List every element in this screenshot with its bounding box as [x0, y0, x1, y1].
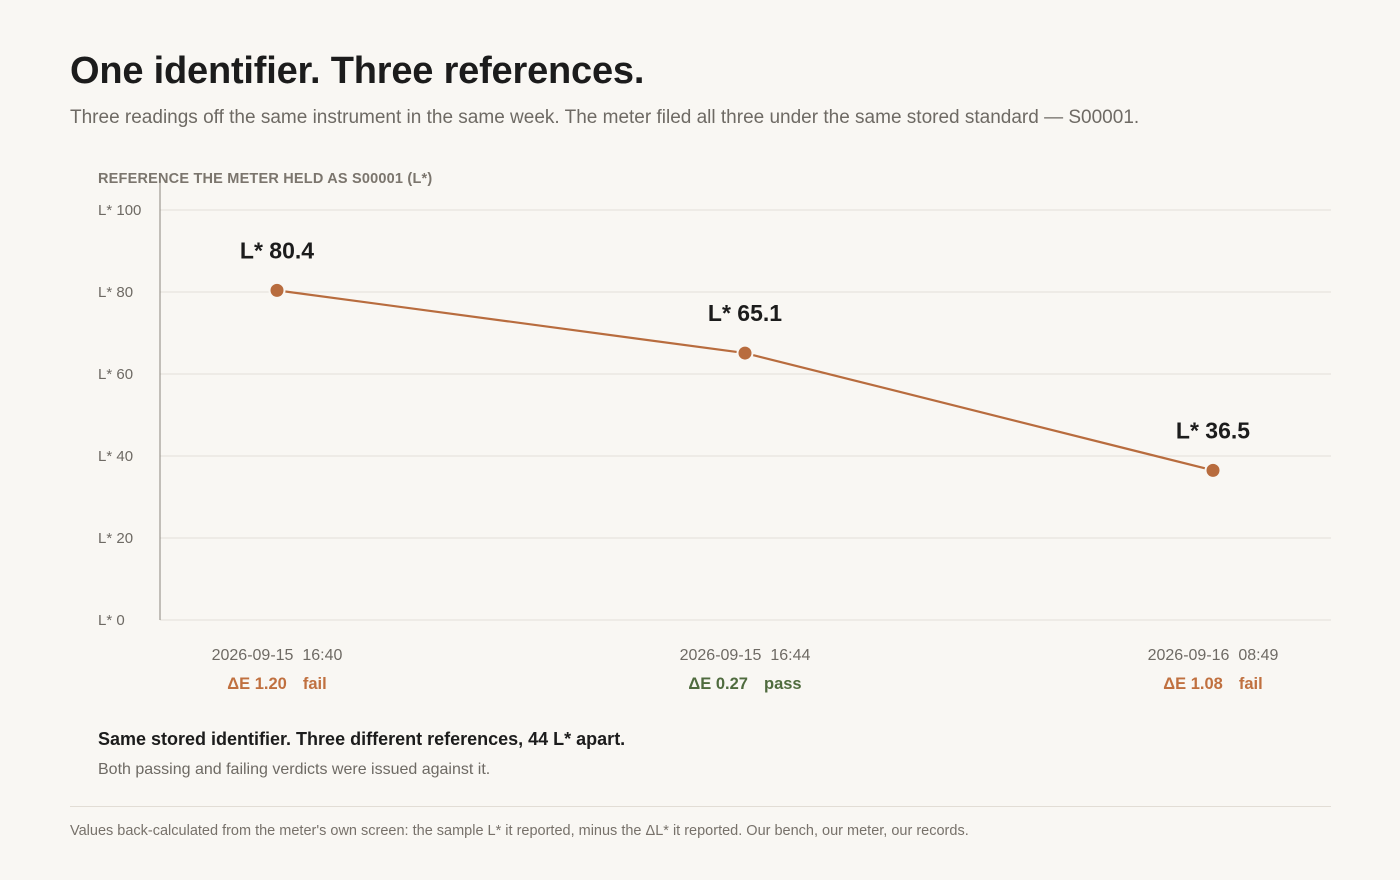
x-tick-label: 2026-09-16 08:49	[1148, 647, 1279, 664]
verdict-text: pass	[764, 675, 802, 693]
data-label: L* 65.1	[708, 300, 782, 326]
y-tick-label: L* 40	[98, 448, 133, 465]
data-label: L* 36.5	[1176, 417, 1250, 443]
x-tick-label: 2026-09-15 16:40	[212, 647, 343, 664]
verdict-label: ΔE 1.20 fail	[227, 675, 326, 693]
line-chart: L* 0L* 20L* 40L* 60L* 80L* 100 L* 80.4L*…	[98, 182, 1331, 693]
y-tick-label: L* 0	[98, 612, 125, 629]
summary-note: Both passing and failing verdicts were i…	[98, 761, 491, 778]
data-point	[268, 281, 286, 299]
data-label: L* 80.4	[240, 237, 314, 263]
y-tick-label: L* 60	[98, 366, 133, 383]
y-tick-label: L* 100	[98, 202, 141, 219]
x-axis-ticks: 2026-09-15 16:40 ΔE 1.20 fail 2026-09-15 16…	[212, 647, 1279, 693]
page-title: One identifier. Three references.	[70, 50, 645, 92]
data-point	[736, 344, 754, 362]
page-subtitle: Three readings off the same instrument i…	[70, 107, 1140, 128]
grid-layer	[160, 209, 1331, 621]
verdict-text: fail	[1239, 675, 1263, 693]
verdict-text: fail	[303, 675, 327, 693]
y-tick-label: L* 80	[98, 284, 133, 301]
data-point	[1204, 461, 1222, 479]
data-labels: L* 80.4 L* 65.1 L* 36.5	[240, 237, 1250, 443]
y-tick-label: L* 20	[98, 530, 133, 547]
delta-e-value: ΔE 1.20	[227, 675, 287, 693]
data-points	[268, 281, 1222, 479]
x-tick-label: 2026-09-15 16:44	[680, 647, 811, 664]
chart-title: REFERENCE THE METER HELD AS S00001 (L*)	[98, 171, 433, 187]
verdict-label: ΔE 0.27 pass	[688, 675, 801, 693]
y-axis-ticks: L* 0 L* 20 L* 40 L* 60 L* 80 L* 100	[98, 202, 141, 629]
summary-headline: Same stored identifier. Three different …	[98, 729, 626, 749]
verdict-label: ΔE 1.08 fail	[1163, 675, 1262, 693]
footnote: Values back-calculated from the meter's …	[70, 823, 969, 839]
delta-e-value: ΔE 1.08	[1163, 675, 1223, 693]
divider	[70, 806, 1331, 807]
delta-e-value: ΔE 0.27	[688, 675, 748, 693]
